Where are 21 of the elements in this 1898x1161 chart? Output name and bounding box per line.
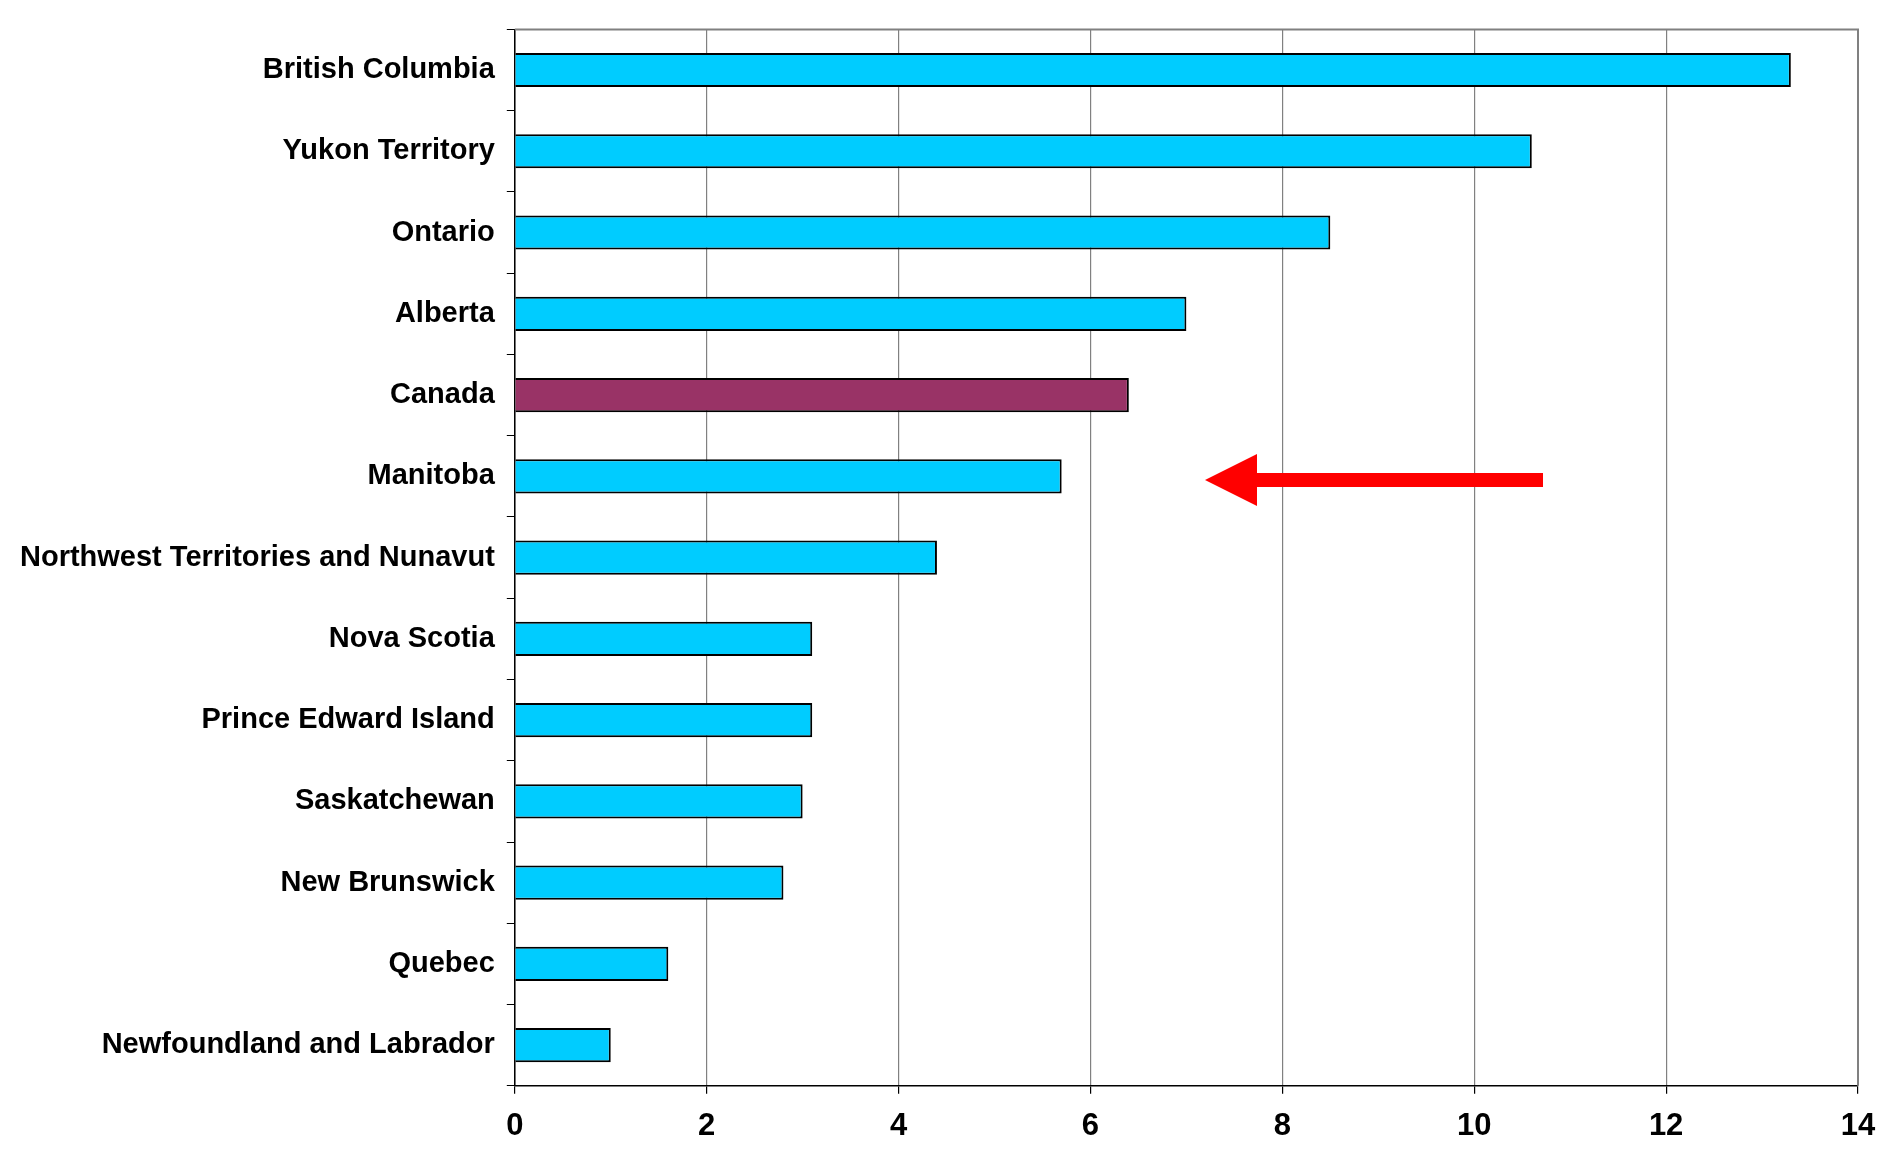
x-tick-label: 2 (698, 1106, 716, 1142)
x-tick-label: 0 (506, 1106, 524, 1142)
x-tick-label: 10 (1456, 1106, 1492, 1142)
y-tick-label: Manitoba (367, 458, 496, 491)
x-tick-label: 8 (1273, 1106, 1291, 1142)
y-tick-label: Ontario (391, 214, 495, 247)
y-tick-label: New Brunswick (280, 864, 496, 897)
x-tick-label: 14 (1840, 1106, 1876, 1142)
x-tick-label: 4 (889, 1106, 908, 1142)
y-tick-label: Northwest Territories and Nunavut (19, 539, 496, 572)
y-tick-label: Saskatchewan (294, 783, 495, 816)
y-tick-label: Prince Edward Island (201, 702, 495, 735)
y-tick-label: Alberta (394, 295, 496, 328)
y-tick-label: Canada (390, 377, 496, 410)
y-tick-label: Newfoundland and Labrador (101, 1027, 495, 1060)
y-tick-label: Yukon Territory (282, 133, 495, 166)
y-tick-label: Quebec (388, 945, 495, 978)
x-tick-label: 6 (1081, 1106, 1100, 1142)
y-tick-label: Nova Scotia (328, 620, 496, 653)
y-tick-label: British Columbia (262, 52, 496, 85)
x-tick-label: 12 (1648, 1106, 1684, 1142)
